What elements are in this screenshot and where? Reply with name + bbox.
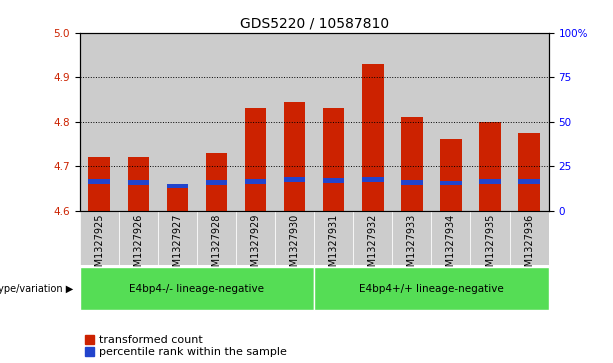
Text: GSM1327934: GSM1327934 <box>446 213 456 278</box>
Bar <box>206 180 227 185</box>
Bar <box>509 211 549 265</box>
Bar <box>362 64 384 211</box>
Bar <box>275 33 314 211</box>
Text: GSM1327926: GSM1327926 <box>133 213 143 279</box>
Bar <box>401 117 422 211</box>
Bar <box>353 211 392 265</box>
Bar <box>197 211 236 265</box>
Bar <box>80 211 119 265</box>
Bar <box>432 211 471 265</box>
Bar <box>197 33 236 211</box>
Text: E4bp4+/+ lineage-negative: E4bp4+/+ lineage-negative <box>359 284 504 294</box>
Bar <box>392 211 432 265</box>
Bar <box>362 177 384 182</box>
Text: genotype/variation ▶: genotype/variation ▶ <box>0 284 74 294</box>
Bar <box>401 180 422 185</box>
Bar <box>392 33 432 211</box>
Bar <box>167 186 188 211</box>
Bar <box>519 133 540 211</box>
Text: GSM1327932: GSM1327932 <box>368 213 378 279</box>
Bar <box>509 33 549 211</box>
Bar <box>80 33 119 211</box>
Bar <box>314 211 353 265</box>
Bar <box>158 33 197 211</box>
Bar <box>275 211 314 265</box>
Bar <box>236 33 275 211</box>
Text: E4bp4-/- lineage-negative: E4bp4-/- lineage-negative <box>129 284 264 294</box>
Text: GSM1327928: GSM1327928 <box>211 213 221 279</box>
Text: GSM1327930: GSM1327930 <box>289 213 300 278</box>
Bar <box>119 211 158 265</box>
Bar <box>284 177 305 182</box>
Bar <box>167 184 188 188</box>
Text: GSM1327936: GSM1327936 <box>524 213 534 278</box>
Bar <box>284 102 305 211</box>
Bar <box>432 33 471 211</box>
Bar <box>128 180 149 185</box>
Bar <box>236 211 275 265</box>
Bar <box>88 179 110 184</box>
Bar <box>479 122 501 211</box>
Text: GSM1327929: GSM1327929 <box>251 213 261 279</box>
Bar <box>471 211 509 265</box>
FancyBboxPatch shape <box>314 267 549 310</box>
Bar <box>519 179 540 184</box>
Text: GSM1327925: GSM1327925 <box>94 213 104 279</box>
Bar <box>353 33 392 211</box>
Bar <box>323 108 345 211</box>
Bar <box>119 33 158 211</box>
Bar <box>471 33 509 211</box>
Bar <box>314 33 353 211</box>
Bar <box>245 179 266 184</box>
Title: GDS5220 / 10587810: GDS5220 / 10587810 <box>240 16 389 30</box>
Text: GSM1327935: GSM1327935 <box>485 213 495 279</box>
Bar <box>440 181 462 185</box>
Bar <box>206 153 227 211</box>
Bar <box>158 211 197 265</box>
Legend: transformed count, percentile rank within the sample: transformed count, percentile rank withi… <box>85 335 286 358</box>
Bar <box>88 157 110 211</box>
Bar <box>128 157 149 211</box>
Text: GSM1327933: GSM1327933 <box>407 213 417 278</box>
Text: GSM1327927: GSM1327927 <box>172 213 183 279</box>
Text: GSM1327931: GSM1327931 <box>329 213 339 278</box>
FancyBboxPatch shape <box>80 267 314 310</box>
Bar <box>479 179 501 184</box>
Bar <box>440 139 462 211</box>
Bar <box>245 108 266 211</box>
Bar <box>323 178 345 183</box>
